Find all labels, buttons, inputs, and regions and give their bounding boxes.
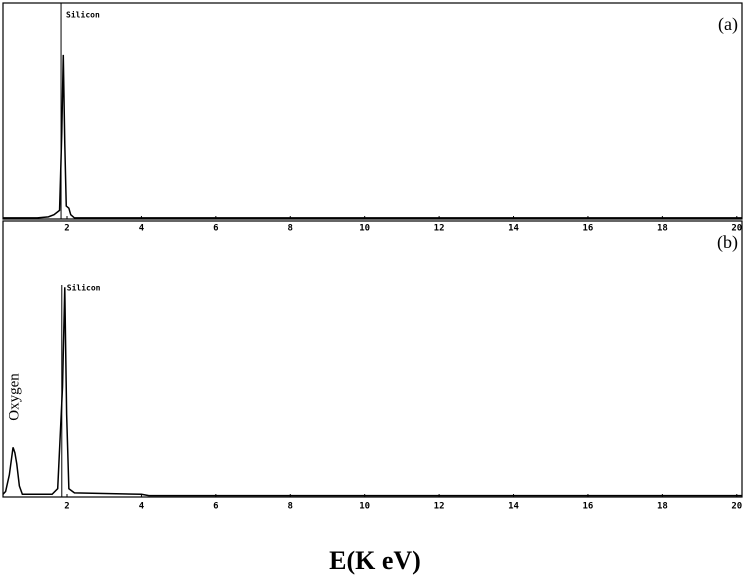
- x-tick-label: 14: [508, 224, 519, 234]
- panel-frame: [2, 2, 743, 220]
- x-tick-label: 20: [731, 224, 742, 234]
- x-tick-label: 20: [731, 502, 742, 512]
- panel-label: (b): [717, 232, 738, 253]
- x-tick-label: 2: [64, 502, 69, 512]
- x-tick-label: 12: [434, 502, 445, 512]
- x-tick-label: 16: [583, 502, 594, 512]
- x-tick-label: 8: [288, 224, 293, 234]
- x-axis-title: E(K eV): [329, 546, 421, 575]
- x-tick-label: 18: [657, 224, 668, 234]
- x-tick-label: 18: [657, 502, 668, 512]
- spectrum-line: [2, 287, 742, 497]
- x-tick-label: 2: [64, 224, 69, 234]
- panel-frame: [2, 220, 743, 498]
- x-tick-label: 16: [583, 224, 594, 234]
- x-tick-label: 10: [359, 502, 370, 512]
- x-tick-label: 4: [139, 502, 145, 512]
- spectrum-line: [3, 54, 742, 219]
- peak-label: Oxygen: [6, 373, 22, 421]
- x-tick-label: 6: [213, 502, 218, 512]
- x-tick-label: 10: [359, 224, 370, 234]
- x-tick-label: 14: [508, 502, 519, 512]
- x-tick-label: 12: [434, 224, 445, 234]
- peak-label: Silicon: [67, 283, 101, 293]
- panel-label: (a): [718, 14, 738, 35]
- x-tick-label: 4: [139, 224, 145, 234]
- x-tick-label: 8: [288, 502, 293, 512]
- x-tick-label: 6: [213, 224, 218, 234]
- peak-label: Silicon: [66, 10, 100, 20]
